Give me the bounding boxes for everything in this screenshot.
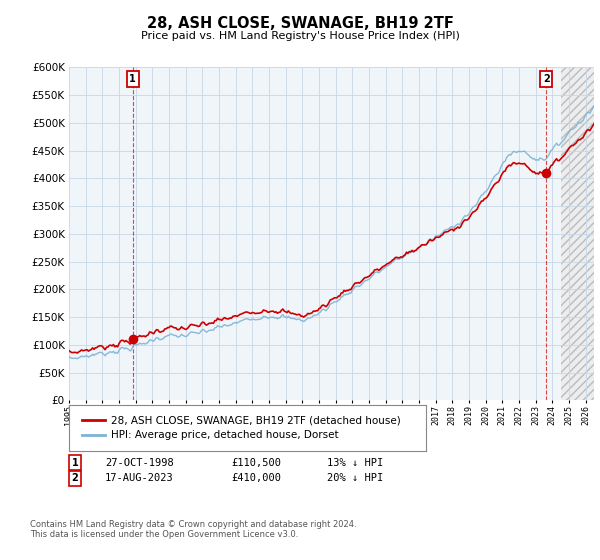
Text: 2: 2 (71, 473, 79, 483)
Text: 1: 1 (129, 74, 136, 84)
Text: 20% ↓ HPI: 20% ↓ HPI (327, 473, 383, 483)
Text: 2: 2 (543, 74, 550, 84)
Legend: 28, ASH CLOSE, SWANAGE, BH19 2TF (detached house), HPI: Average price, detached : 28, ASH CLOSE, SWANAGE, BH19 2TF (detach… (78, 411, 405, 445)
Text: 1: 1 (71, 458, 79, 468)
Text: 27-OCT-1998: 27-OCT-1998 (105, 458, 174, 468)
Bar (560, 67, 594, 400)
Text: 17-AUG-2023: 17-AUG-2023 (105, 473, 174, 483)
Bar (560, 67, 594, 400)
Text: Contains HM Land Registry data © Crown copyright and database right 2024.
This d: Contains HM Land Registry data © Crown c… (30, 520, 356, 539)
Text: 13% ↓ HPI: 13% ↓ HPI (327, 458, 383, 468)
Text: 28, ASH CLOSE, SWANAGE, BH19 2TF: 28, ASH CLOSE, SWANAGE, BH19 2TF (146, 16, 454, 31)
Text: £410,000: £410,000 (231, 473, 281, 483)
Text: £110,500: £110,500 (231, 458, 281, 468)
Text: Price paid vs. HM Land Registry's House Price Index (HPI): Price paid vs. HM Land Registry's House … (140, 31, 460, 41)
